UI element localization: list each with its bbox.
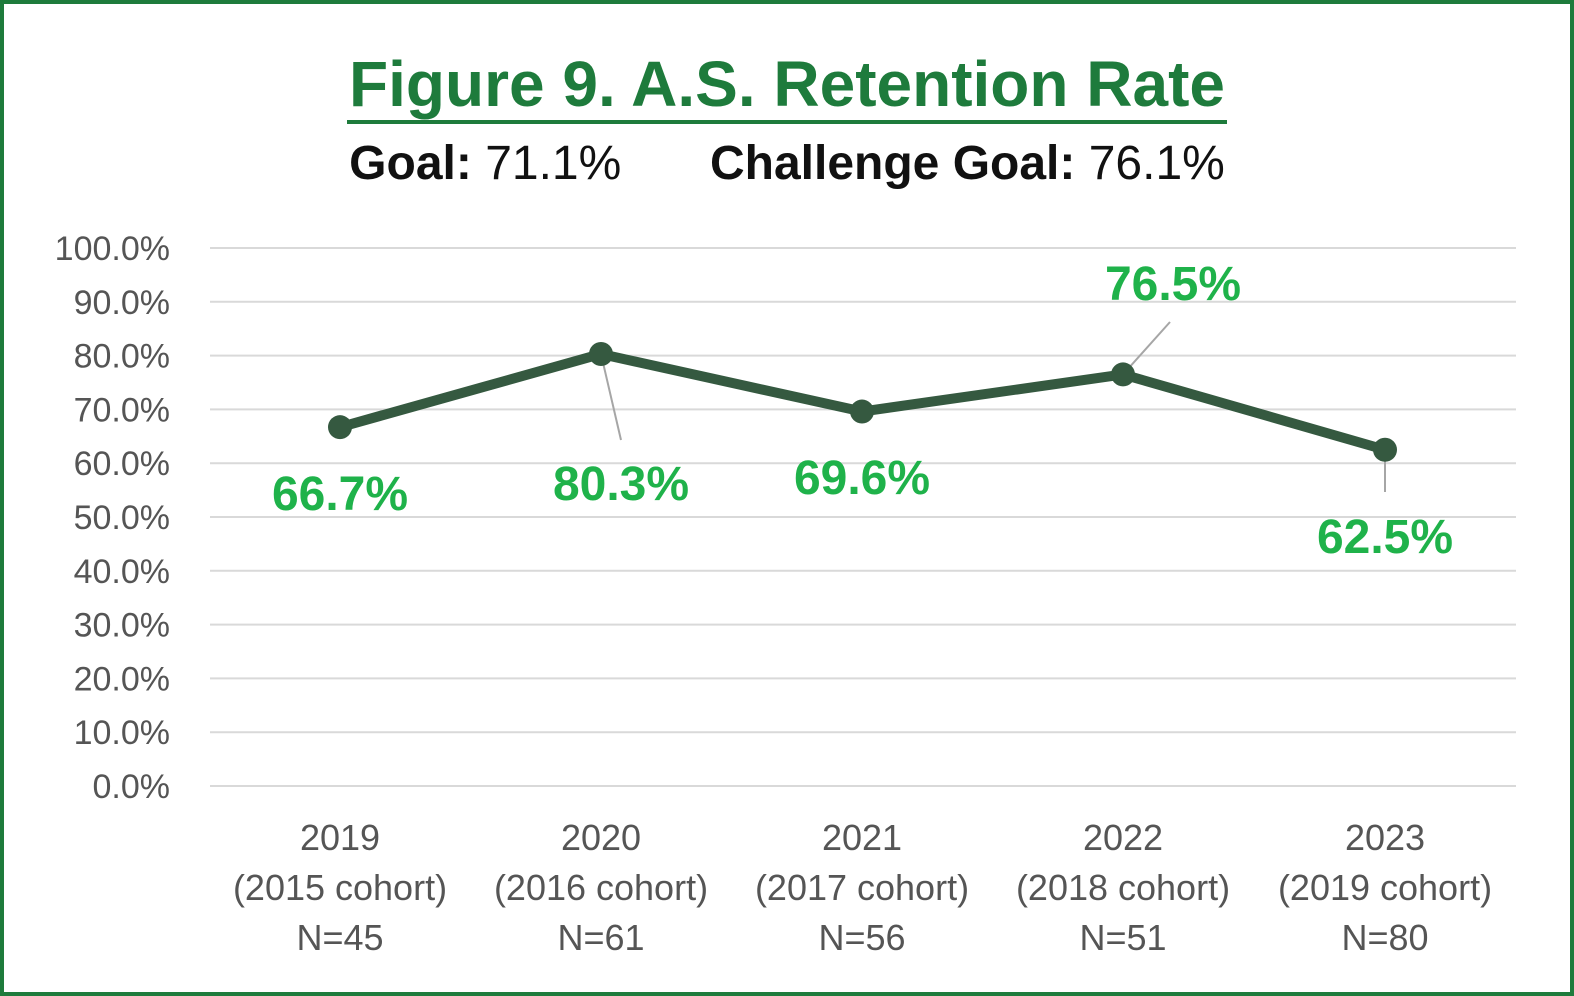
x-tick-label: N=45 xyxy=(296,917,383,958)
goal-value: 71.1% xyxy=(485,137,622,190)
data-point xyxy=(1373,437,1397,462)
y-tick-label: 50.0% xyxy=(74,499,170,537)
data-label: 69.6% xyxy=(794,452,930,505)
x-tick-label: (2016 cohort) xyxy=(494,867,708,908)
y-tick-label: 0.0% xyxy=(93,768,171,806)
x-tick-label: N=51 xyxy=(1079,917,1166,958)
data-label: 76.5% xyxy=(1105,258,1241,311)
x-axis-labels: 2019 (2015 cohort) N=45 2020 (2016 cohort) N=… xyxy=(233,817,1492,958)
y-tick-label: 20.0% xyxy=(74,660,170,698)
x-tick-label: N=80 xyxy=(1341,917,1428,958)
y-tick-label: 40.0% xyxy=(74,553,170,591)
label-leader-lines xyxy=(600,321,1386,492)
gridlines xyxy=(210,247,1516,787)
challenge-goal-value: 76.1% xyxy=(1088,137,1225,190)
label-leader-line xyxy=(600,353,622,441)
title-row: Figure 9. A.S. Retention Rate xyxy=(4,48,1570,124)
data-point xyxy=(1111,362,1135,387)
series-points xyxy=(328,341,1397,462)
data-point xyxy=(328,415,352,440)
goals-row: Goal: 71.1% Challenge Goal: 76.1% xyxy=(4,134,1570,194)
x-tick-label: 2023 xyxy=(1345,817,1425,858)
data-labels: 66.7% 80.3% 69.6% 76.5% 62.5% xyxy=(272,258,1453,564)
data-label: 62.5% xyxy=(1317,511,1453,564)
y-axis-ticks: 0.0% 10.0% 20.0% 30.0% 40.0% 50.0% 60.0% 70.0% 8… xyxy=(55,230,170,806)
x-tick-label: 2021 xyxy=(822,817,902,858)
x-tick-label: (2018 cohort) xyxy=(1016,867,1230,908)
x-tick-label: 2022 xyxy=(1083,817,1163,858)
data-label: 80.3% xyxy=(553,458,689,511)
x-tick-label: 2020 xyxy=(561,817,641,858)
data-label: 66.7% xyxy=(272,468,408,521)
x-tick-label: N=61 xyxy=(557,917,644,958)
x-tick-label: (2015 cohort) xyxy=(233,867,447,908)
data-point xyxy=(589,341,613,366)
data-point xyxy=(850,399,874,424)
x-tick-label: 2019 xyxy=(300,817,380,858)
y-tick-label: 90.0% xyxy=(74,284,170,322)
y-tick-label: 70.0% xyxy=(74,391,170,429)
goal-label: Goal: xyxy=(349,137,472,190)
x-tick-label: N=56 xyxy=(818,917,905,958)
y-tick-label: 30.0% xyxy=(74,607,170,645)
challenge-goal-label: Challenge Goal: xyxy=(709,137,1076,190)
x-tick-label: (2017 cohort) xyxy=(755,867,969,908)
y-tick-label: 80.0% xyxy=(74,338,170,376)
x-tick-label: (2019 cohort) xyxy=(1278,867,1492,908)
y-tick-label: 60.0% xyxy=(74,445,170,483)
y-tick-label: 10.0% xyxy=(74,714,170,752)
chart-title: Figure 9. A.S. Retention Rate xyxy=(347,48,1227,124)
y-tick-label: 100.0% xyxy=(55,230,170,268)
